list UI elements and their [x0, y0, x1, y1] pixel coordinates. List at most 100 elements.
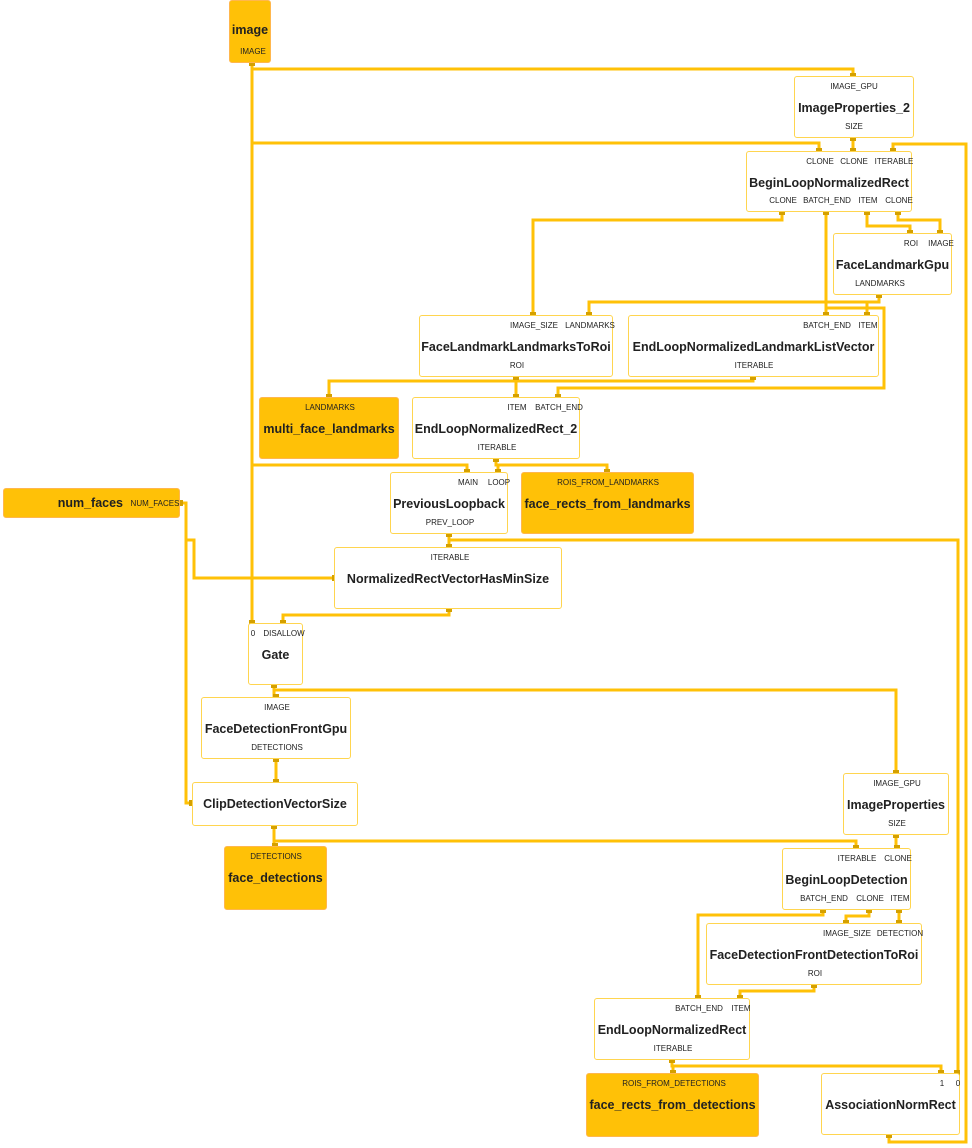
input-port-label: ITERABLE: [874, 157, 914, 166]
output-port-label: DETECTIONS: [251, 743, 303, 752]
node-title: ImageProperties_2: [798, 101, 910, 115]
calculator-node-beginrect[interactable]: BeginLoopNormalizedRect CLONE CLONE ITERABL…: [746, 151, 914, 212]
node-title: face_rects_from_landmarks: [524, 497, 691, 511]
calculator-node-clip[interactable]: ClipDetectionVectorSize: [192, 782, 358, 826]
output-port: [876, 292, 882, 298]
edge: [531, 212, 784, 315]
input-port-label: 0: [955, 1079, 961, 1088]
output-port: [864, 209, 870, 215]
edge: [180, 501, 192, 805]
output-port: [811, 982, 817, 988]
output-port-label: CLONE: [856, 894, 884, 903]
calculator-node-det2roi[interactable]: FaceDetectionFrontDetectionToRoi IMAGE_SI…: [706, 923, 924, 985]
output-port-label: ITERABLE: [653, 1044, 693, 1053]
output-port-label: SIZE: [845, 122, 863, 131]
input-port-label: CLONE: [806, 157, 834, 166]
calculator-node-begindet[interactable]: BeginLoopDetection ITERABLE CLONE BATCH_END…: [782, 848, 912, 910]
input-port-label: DETECTION: [876, 929, 924, 938]
output-port: [446, 606, 452, 612]
input-port-label: LANDMARKS: [565, 321, 615, 330]
stream-node-frfl[interactable]: face_rects_from_landmarks ROIS_FROM_LANDM…: [521, 472, 694, 534]
output-port: [886, 1132, 892, 1138]
input-port-label: ROI: [903, 239, 919, 248]
output-port: [896, 907, 902, 913]
input-port-label: LOOP: [487, 478, 511, 487]
node-title: face_rects_from_detections: [589, 1098, 756, 1112]
node-title: multi_face_landmarks: [263, 422, 395, 436]
output-port-label: ROI: [807, 969, 823, 978]
calculator-node-imgprops2[interactable]: ImageProperties_2 IMAGE_GPU SIZE: [794, 76, 914, 138]
node-title: BeginLoopNormalizedRect: [749, 176, 909, 190]
stream-node-numfaces[interactable]: num_faces NUM_FACES: [3, 488, 180, 518]
stream-node-frfd[interactable]: face_rects_from_detections ROIS_FROM_DETE…: [586, 1073, 759, 1137]
edge: [587, 295, 881, 315]
input-port-label: LANDMARKS: [305, 403, 355, 412]
node-title: Gate: [261, 648, 290, 662]
input-port-label: DETECTIONS: [250, 852, 302, 861]
output-port-label: ROI: [509, 361, 525, 370]
node-title: FaceDetectionFrontGpu: [204, 722, 348, 736]
calculator-node-hasmin[interactable]: NormalizedRectVectorHasMinSize ITERABLE: [334, 547, 562, 609]
output-port: [513, 374, 519, 380]
edge: [887, 142, 968, 1144]
edge: [252, 141, 821, 151]
output-port-label: CLONE: [885, 196, 913, 205]
output-port-label: PREV_LOOP: [425, 518, 475, 527]
output-port-label: IMAGE: [240, 47, 266, 56]
node-title: EndLoopNormalizedRect_2: [414, 422, 578, 436]
input-port-label: CLONE: [884, 854, 912, 863]
output-port: [820, 907, 826, 913]
input-port-label: IMAGE_GPU: [830, 82, 878, 91]
output-port: [750, 374, 756, 380]
calculator-node-gate[interactable]: Gate 0 DISALLOW: [248, 623, 305, 685]
output-port: [779, 209, 785, 215]
input-port-label: 0: [250, 629, 256, 638]
output-port-label: ITERABLE: [477, 443, 517, 452]
output-port: [249, 60, 255, 66]
stream-node-mfl[interactable]: multi_face_landmarks LANDMARKS: [259, 397, 399, 459]
input-port-label: ITERABLE: [837, 854, 877, 863]
node-title: image: [231, 23, 269, 37]
input-port-label: ITERABLE: [430, 553, 470, 562]
output-port: [273, 756, 279, 762]
stream-node-fdet[interactable]: face_detections DETECTIONS: [224, 846, 327, 910]
calculator-node-fl2roi[interactable]: FaceLandmarkLandmarksToRoi IMAGE_SIZE LAND…: [419, 315, 615, 377]
output-port: [493, 456, 499, 462]
input-port-label: IMAGE_GPU: [873, 779, 921, 788]
node-title: ClipDetectionVectorSize: [203, 797, 347, 811]
node-title: BeginLoopDetection: [785, 873, 908, 887]
output-port-label: BATCH_END: [803, 196, 851, 205]
output-port: [271, 823, 277, 829]
node-title: EndLoopNormalizedRect: [597, 1023, 747, 1037]
edge: [865, 212, 912, 233]
node-title: FaceLandmarkGpu: [835, 258, 950, 272]
output-port: [669, 1057, 675, 1063]
output-port-label: BATCH_END: [800, 894, 848, 903]
node-title: EndLoopNormalizedLandmarkListVector: [632, 340, 875, 354]
input-port-label: IMAGE_SIZE: [509, 321, 559, 330]
calculator-node-prevloop[interactable]: PreviousLoopback MAIN LOOP PREV_LOOP: [390, 472, 511, 534]
input-port-label: 1: [939, 1079, 945, 1088]
edge: [494, 459, 609, 472]
calculator-node-fdgpu[interactable]: FaceDetectionFrontGpu IMAGE DETECTIONS: [201, 697, 351, 759]
calculator-node-flgpu[interactable]: FaceLandmarkGpu ROI IMAGE LANDMARKS: [833, 233, 954, 295]
input-port-label: ROIS_FROM_DETECTIONS: [622, 1079, 726, 1088]
output-port: [893, 832, 899, 838]
node-title: AssociationNormRect: [825, 1098, 956, 1112]
edge: [274, 839, 858, 848]
calculator-node-assoc[interactable]: AssociationNormRect 1 0: [821, 1073, 960, 1135]
input-port-label: DISALLOW: [263, 629, 305, 638]
input-port-label: ITEM: [507, 403, 527, 412]
edge: [281, 609, 451, 623]
calculator-node-endrect[interactable]: EndLoopNormalizedRect BATCH_END ITEM ITERAB…: [594, 998, 751, 1060]
output-port-label: NUM_FACES: [130, 499, 180, 508]
edge: [274, 688, 898, 773]
input-port-label: ITEM: [731, 1004, 751, 1013]
stream-node-image[interactable]: image IMAGE: [229, 0, 271, 63]
output-port-label: ITEM: [890, 894, 910, 903]
calculator-node-endlmk[interactable]: EndLoopNormalizedLandmarkListVector BATCH…: [628, 315, 879, 377]
calculator-node-imgprops[interactable]: ImageProperties IMAGE_GPU SIZE: [843, 773, 949, 835]
node-title: ImageProperties: [847, 798, 945, 812]
calculator-node-endrect2[interactable]: EndLoopNormalizedRect_2 ITEM BATCH_END ITER…: [412, 397, 583, 459]
